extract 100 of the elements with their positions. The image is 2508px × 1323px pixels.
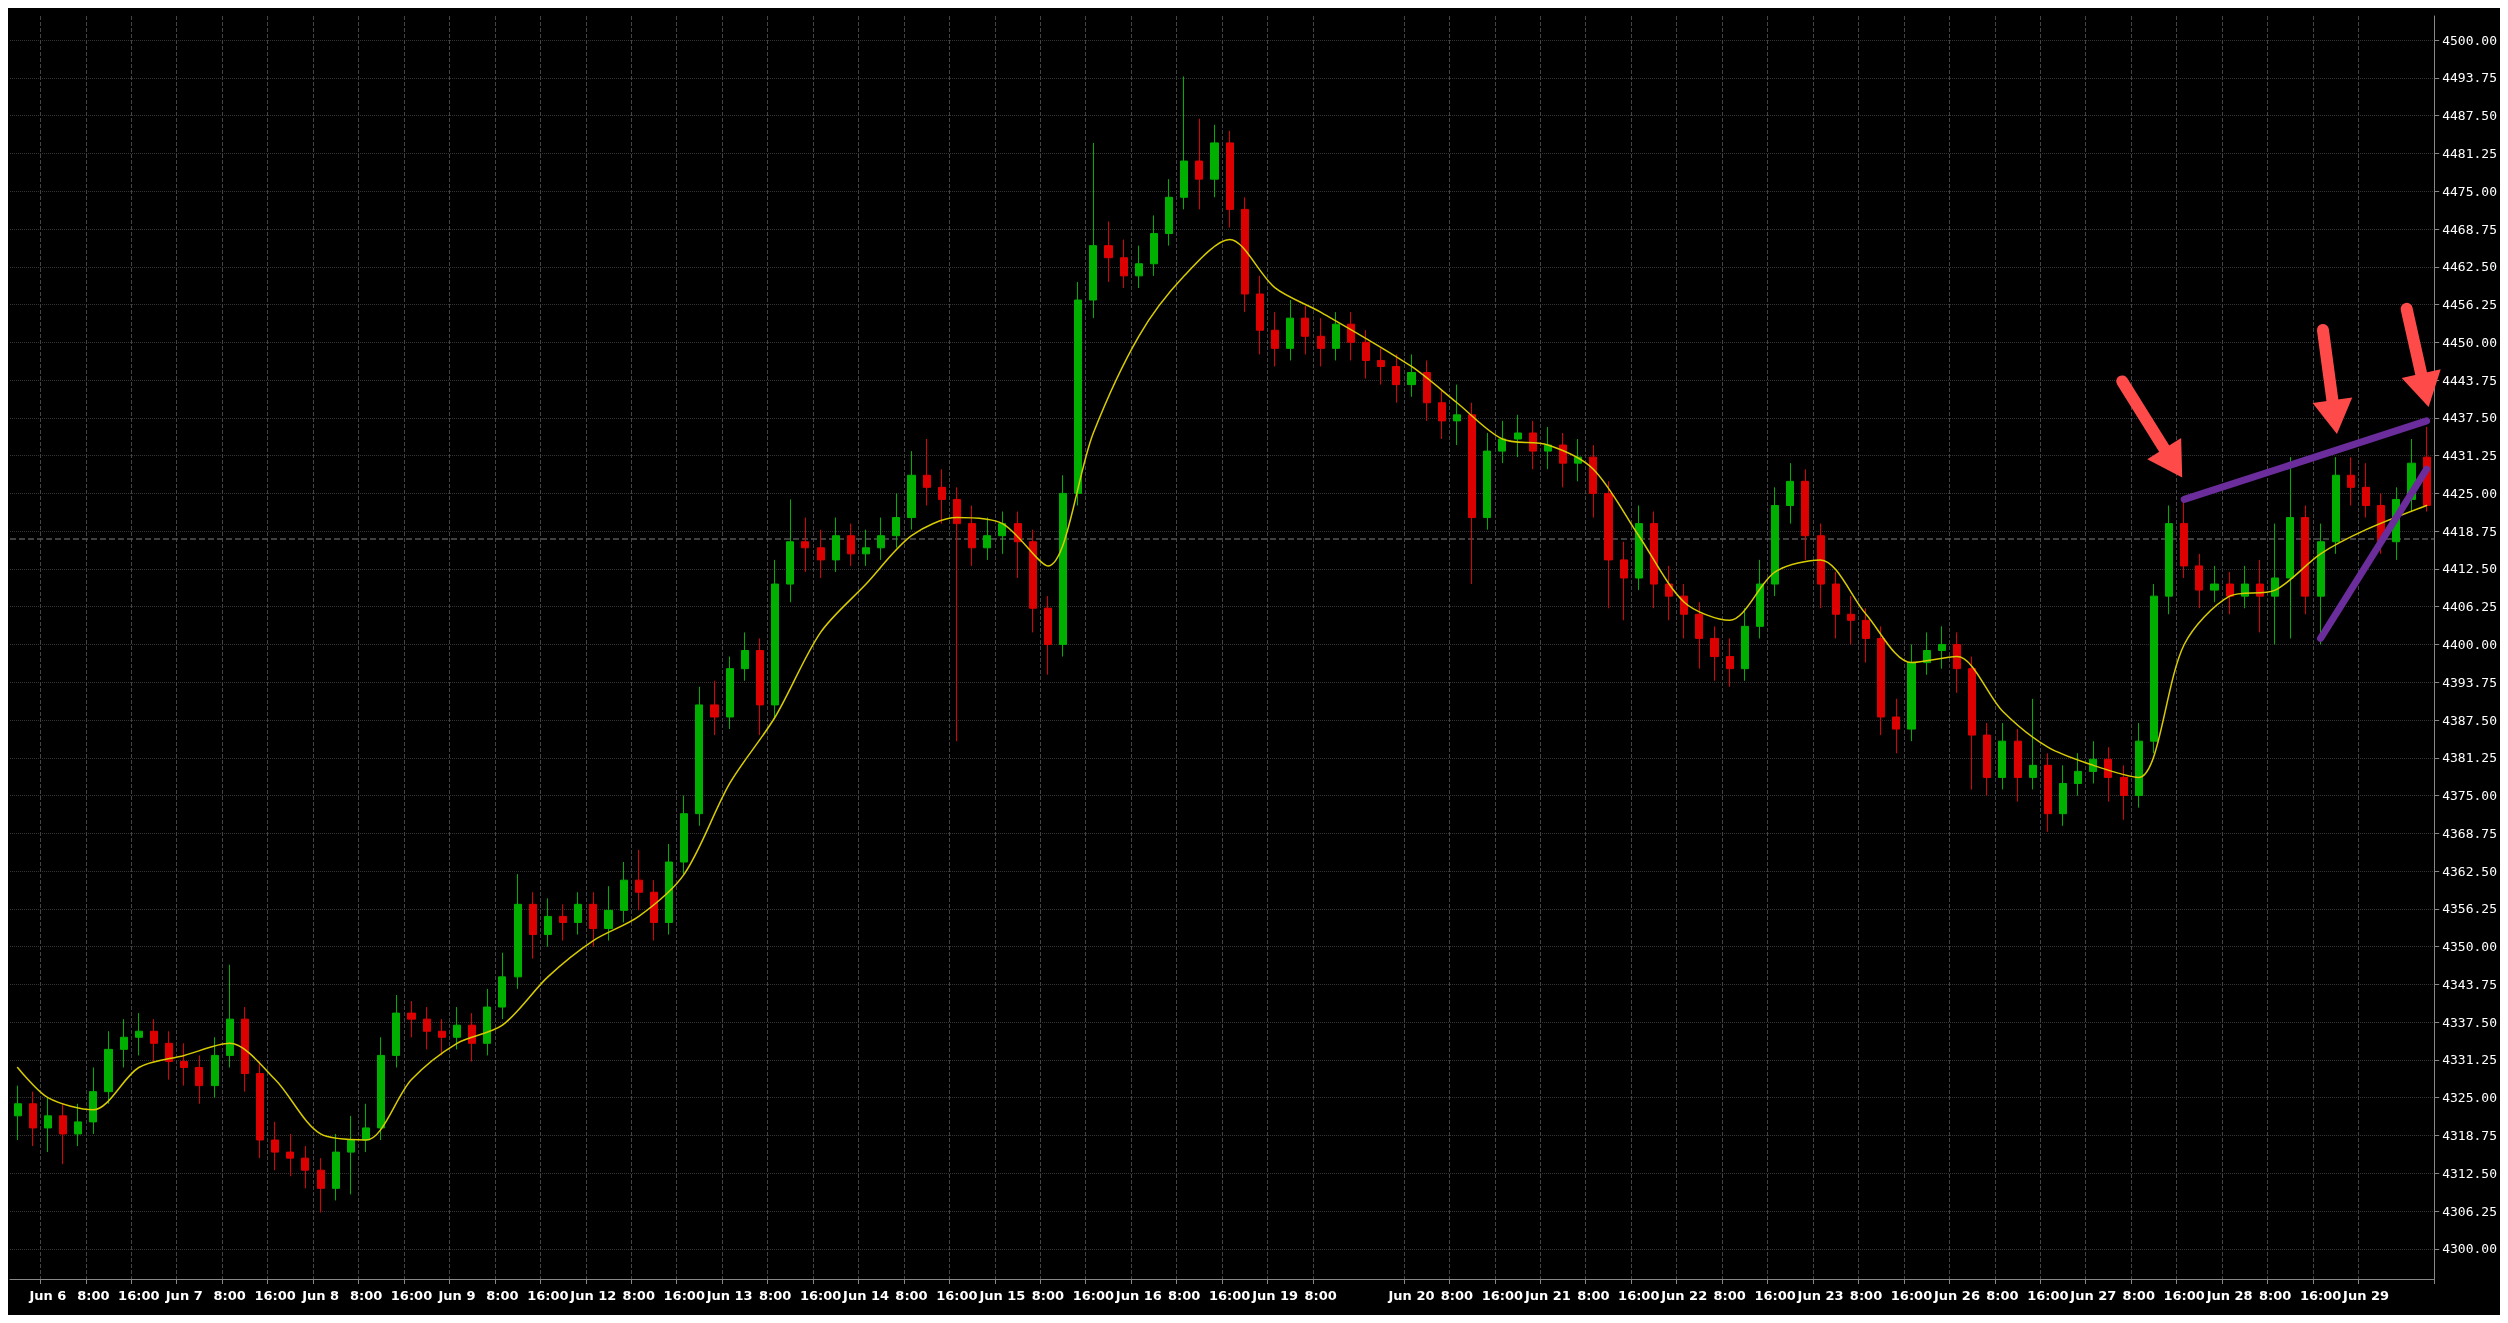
candlestick	[862, 529, 870, 567]
candlestick	[1059, 474, 1067, 658]
candlestick	[1923, 631, 1931, 676]
x-tick-label: 16:00	[254, 1288, 296, 1303]
candlestick	[1998, 722, 2006, 791]
candlestick	[1710, 625, 1719, 682]
candlestick	[1392, 353, 1400, 404]
candlestick	[741, 631, 749, 682]
y-tick-label: 4337.50	[2442, 1014, 2498, 1030]
x-tick-label: Jun 28	[2205, 1288, 2253, 1303]
y-tick-label: 4475.00	[2442, 183, 2498, 199]
candlestick	[2104, 746, 2112, 803]
x-tick-label: Jun 21	[1523, 1288, 1571, 1303]
y-tick-label: 4437.50	[2442, 410, 2498, 426]
candlestick	[756, 637, 764, 736]
candlestick	[2044, 752, 2052, 833]
x-tick-label: 8:00	[622, 1288, 655, 1303]
y-tick-label: 4481.25	[2442, 145, 2498, 161]
y-tick-label: 4306.25	[2442, 1203, 2498, 1219]
candlestick	[877, 517, 885, 561]
candlestick	[468, 1012, 476, 1062]
candlestick	[1907, 643, 1916, 742]
candlestick	[347, 1115, 355, 1195]
candlestick	[332, 1133, 340, 1201]
x-tick-label: 8:00	[1713, 1288, 1746, 1303]
candlestick	[514, 873, 522, 990]
x-tick-label: Jun 12	[569, 1288, 617, 1303]
candlestick	[1286, 299, 1294, 361]
x-tick-label: Jun 9	[437, 1288, 476, 1303]
y-tick-label: 4412.50	[2442, 561, 2498, 577]
candlestick	[665, 843, 673, 936]
candlestick	[1862, 607, 1870, 664]
candlestick	[1332, 311, 1340, 361]
candlestick	[1271, 311, 1279, 367]
y-tick-label: 4450.00	[2442, 334, 2498, 350]
y-tick-label: 4400.00	[2442, 636, 2498, 652]
x-tick-label: 16:00	[1890, 1288, 1933, 1303]
y-tick-label: 4456.25	[2442, 297, 2498, 313]
candlestick	[710, 680, 719, 736]
candlestick	[226, 964, 234, 1068]
x-tick-label: 16:00	[1618, 1288, 1660, 1303]
candlestick	[1892, 698, 1900, 754]
candlestick	[1650, 511, 1658, 609]
candlestick	[392, 994, 400, 1068]
x-tick-label: 8:00	[1577, 1288, 1610, 1303]
x-tick-label: 8:00	[2122, 1288, 2155, 1303]
x-tick-label: 16:00	[1754, 1288, 1796, 1303]
candlestick	[1301, 305, 1309, 355]
candlestick	[604, 885, 613, 942]
x-tick-label: 8:00	[1031, 1288, 1065, 1303]
x-tick-label: Jun 7	[164, 1288, 203, 1303]
candlestick	[726, 656, 734, 730]
y-tick-label: 4431.25	[2442, 448, 2498, 464]
candlestick	[2210, 565, 2219, 603]
candlestick	[423, 1006, 431, 1050]
candlestick	[1771, 486, 1779, 597]
y-tick-label: 4462.50	[2442, 259, 2498, 275]
candlestick	[1317, 317, 1325, 367]
candlestick	[1544, 426, 1552, 470]
candlestick	[1423, 359, 1431, 422]
candlestick	[317, 1157, 325, 1214]
x-tick-label: 16:00	[1072, 1288, 1115, 1303]
candlestick	[907, 450, 916, 531]
x-tick-label: 16:00	[799, 1288, 842, 1303]
candlestick	[377, 1036, 385, 1141]
candlestick	[1695, 601, 1703, 670]
y-tick-label: 4493.75	[2442, 70, 2498, 86]
candlestick	[1938, 625, 1946, 670]
candlestick	[2150, 583, 2158, 754]
x-tick-label: 16:00	[118, 1288, 160, 1303]
x-tick-label: 8:00	[895, 1288, 928, 1303]
candlestick	[1801, 468, 1809, 561]
candlestick	[1104, 220, 1113, 283]
candlestick	[1014, 511, 1022, 579]
x-tick-label: 8:00	[1304, 1288, 1337, 1303]
candlestick	[407, 1000, 416, 1038]
candlestick	[498, 952, 506, 1020]
candlestick	[1377, 347, 1385, 386]
candlestick	[650, 879, 658, 942]
candlestick	[786, 498, 794, 603]
y-tick-label: 4443.75	[2442, 372, 2498, 388]
x-tick-label: 8:00	[2258, 1288, 2292, 1303]
candlestick	[29, 1091, 37, 1147]
x-tick-label: 8:00	[1849, 1288, 1883, 1303]
x-tick-label: 16:00	[527, 1288, 569, 1303]
y-tick-label: 4343.75	[2442, 976, 2498, 992]
candlestick	[544, 897, 552, 948]
candlestick	[74, 1103, 82, 1147]
candlestick	[1635, 504, 1643, 591]
candlestick	[120, 1018, 128, 1068]
candlestick	[195, 1054, 203, 1105]
candlestick	[1089, 142, 1097, 319]
candlestick	[1074, 281, 1082, 506]
x-tick-label: Jun 22	[1660, 1288, 1708, 1303]
candlestick	[1256, 275, 1264, 355]
y-tick-label: 4406.25	[2442, 599, 2498, 615]
candlestick	[923, 438, 931, 506]
y-tick-label: 4425.00	[2442, 485, 2498, 501]
candlestick	[453, 1006, 461, 1050]
candlestick	[483, 988, 491, 1056]
